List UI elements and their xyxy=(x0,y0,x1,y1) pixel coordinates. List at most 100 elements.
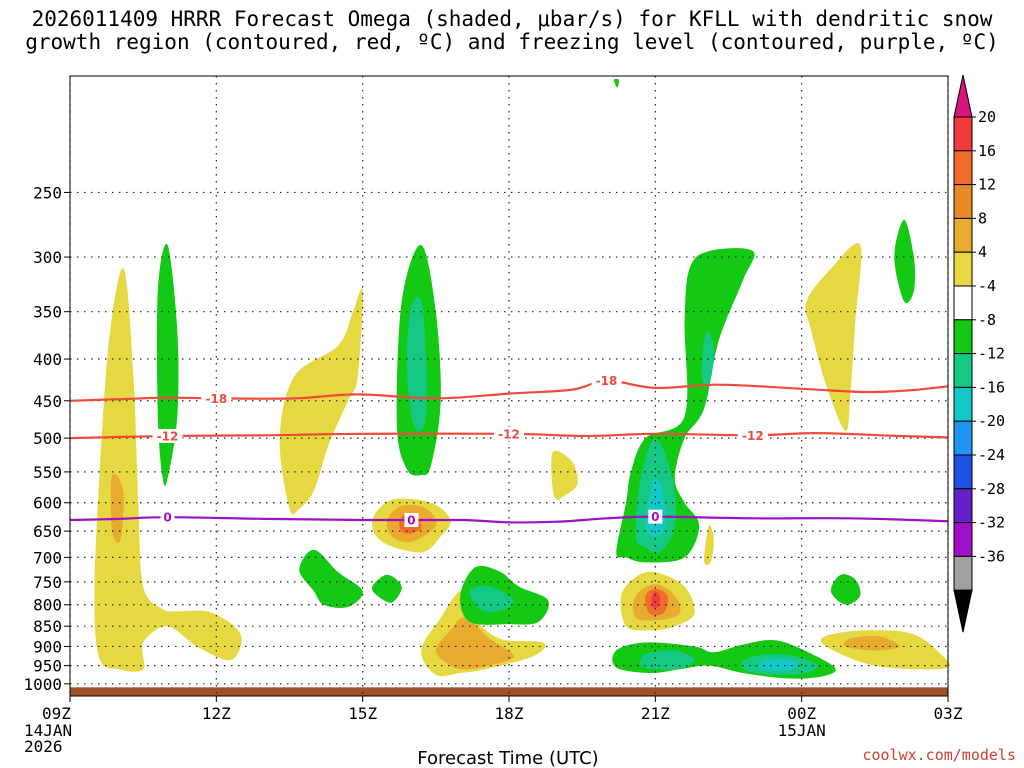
y-tick-label: 850 xyxy=(33,617,62,636)
x-tick-label: 12Z xyxy=(202,704,231,723)
contour-label: -12 xyxy=(157,429,179,443)
colorbar-label: -32 xyxy=(978,514,1005,532)
chart-title-line-2: growth region (contoured, red, ºC) and f… xyxy=(25,30,999,54)
contour-label-bg xyxy=(494,426,524,441)
omega-region xyxy=(371,574,402,603)
y-tick-label: 950 xyxy=(33,657,62,676)
omega-region xyxy=(279,287,363,515)
x-tick-label: 15Z xyxy=(348,704,377,723)
colorbar-label: -4 xyxy=(978,277,996,295)
colorbar-swatch xyxy=(953,386,973,422)
colorbar-label: 8 xyxy=(978,209,987,227)
colorbar-swatch xyxy=(953,217,973,253)
y-tick-label: 750 xyxy=(33,573,62,592)
colorbar-swatch xyxy=(953,353,973,388)
temperature-contours: -18 -18 -12 -12 -12 0 0 0 xyxy=(69,373,949,528)
y-tick-label: 650 xyxy=(33,522,62,541)
omega-region xyxy=(156,243,179,487)
contour-label-bg xyxy=(201,391,232,406)
omega-shaded-regions xyxy=(94,78,951,679)
x-axis-title: Forecast Time (UTC) xyxy=(417,748,598,768)
contour-line--18 xyxy=(69,379,949,402)
contour-label: -18 xyxy=(205,392,227,406)
omega-region xyxy=(894,219,916,304)
omega-region xyxy=(551,450,578,501)
ground-bar xyxy=(70,687,948,696)
colorbar-swatch xyxy=(953,285,973,321)
colorbar-swatch xyxy=(953,488,973,524)
colorbar-arrow-top xyxy=(953,74,973,118)
omega-region xyxy=(469,586,515,613)
omega-region xyxy=(830,574,861,605)
contour-label-bg xyxy=(160,510,175,525)
y-tick-label: 800 xyxy=(33,596,62,615)
colorbar-swatch xyxy=(953,420,973,456)
colorbar-swatch xyxy=(953,150,973,186)
contour-label: -12 xyxy=(498,427,520,441)
x-tick-label: 00Z xyxy=(787,704,816,723)
contour-line--12 xyxy=(69,431,949,440)
contour-label: 0 xyxy=(163,511,171,525)
colorbar: 20 16 12 8 4 -4 -8 -12 -16 -20 -24 -28 -32 -36 xyxy=(953,74,1005,633)
colorbar-arrow-bottom xyxy=(953,589,973,633)
omega-region xyxy=(110,473,124,543)
ground-layer xyxy=(70,687,948,696)
y-tick-label: 600 xyxy=(33,494,62,513)
omega-region xyxy=(805,243,862,432)
contour-label-bg xyxy=(591,373,622,388)
colorbar-label: -28 xyxy=(978,480,1005,498)
contour-label: -12 xyxy=(742,429,764,443)
colorbar-label: 20 xyxy=(978,108,996,126)
colorbar-label: 16 xyxy=(978,142,996,160)
colorbar-label: 4 xyxy=(978,243,987,261)
colorbar-swatch xyxy=(953,454,973,490)
y-tick-label: 500 xyxy=(33,429,62,448)
y-tick-label: 350 xyxy=(33,303,62,322)
colorbar-swatch xyxy=(953,555,973,591)
omega-region xyxy=(639,650,695,670)
colorbar-label: -16 xyxy=(978,378,1005,396)
contour-label-bg xyxy=(152,428,183,443)
chart-title: 2026011409 HRRR Forecast Omega (shaded, … xyxy=(0,8,1024,54)
contour-label-bg xyxy=(404,513,419,528)
x-tick-sublabel: 2026 xyxy=(24,737,63,756)
omega-region xyxy=(651,591,661,609)
y-tick-label: 400 xyxy=(33,350,62,369)
x-tick-label: 18Z xyxy=(495,704,524,723)
contour-line-0 xyxy=(69,515,949,524)
colorbar-label: -8 xyxy=(978,311,996,329)
omega-region xyxy=(435,617,514,670)
omega-region xyxy=(299,549,363,608)
y-tick-label: 450 xyxy=(33,392,62,411)
omega-region xyxy=(94,268,242,672)
credit-link[interactable]: coolwx.com/models xyxy=(862,746,1016,764)
contour-label-bg xyxy=(648,509,663,524)
x-tick-label: 03Z xyxy=(934,704,963,723)
colorbar-swatch xyxy=(953,319,973,355)
colorbar-swatch xyxy=(953,522,973,557)
contour-label-bg xyxy=(737,428,768,443)
colorbar-label: -36 xyxy=(978,547,1005,565)
contour-label: 0 xyxy=(651,510,659,524)
y-tick-label: 900 xyxy=(33,637,62,656)
omega-region xyxy=(843,635,900,651)
y-tick-label: 550 xyxy=(33,463,62,482)
colorbar-label: -12 xyxy=(978,345,1005,363)
colorbar-swatch xyxy=(953,184,973,219)
omega-region xyxy=(704,525,714,565)
contour-label: 0 xyxy=(407,514,415,528)
omega-region xyxy=(820,630,951,670)
x-tick-sublabel: 14JAN xyxy=(24,721,72,740)
y-tick-label: 250 xyxy=(33,183,62,202)
y-tick-label: 1000 xyxy=(23,675,62,694)
x-tick-sublabel: 15JAN xyxy=(778,721,826,740)
omega-region xyxy=(701,331,714,385)
x-tick-label: 21Z xyxy=(641,704,670,723)
colorbar-swatch xyxy=(953,251,973,287)
contour-label: -18 xyxy=(596,374,618,388)
chart-title-line-1: 2026011409 HRRR Forecast Omega (shaded, … xyxy=(31,7,993,31)
colorbar-label: 12 xyxy=(978,176,996,194)
colorbar-label: -24 xyxy=(978,446,1005,464)
omega-region xyxy=(613,78,619,88)
